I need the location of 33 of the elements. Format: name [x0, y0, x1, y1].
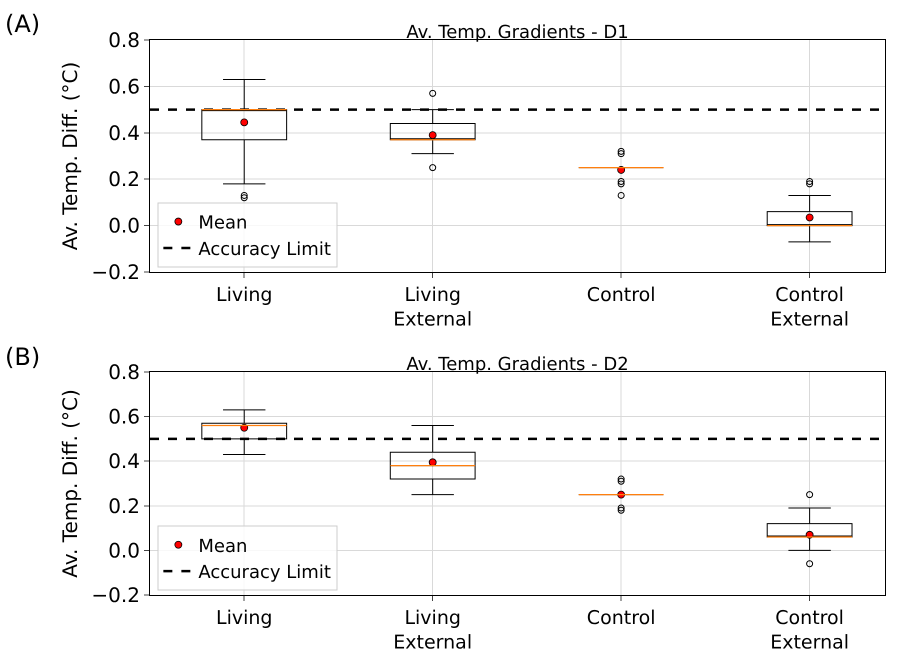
y-tick-label: 0.2 — [108, 167, 140, 192]
x-tick-label: Control — [586, 284, 656, 306]
x-tick-label: Control External — [770, 284, 850, 330]
y-tick-label: −0.2 — [91, 260, 140, 284]
legend-label: Accuracy Limit — [198, 238, 331, 260]
x-tick-label: Living — [216, 284, 272, 306]
legend-label: Mean — [198, 536, 248, 557]
chart-title: Av. Temp. Gradients - D1 — [406, 22, 629, 43]
y-axis-title: Av. Temp. Diff. (°C) — [58, 389, 82, 578]
y-tick-label: 0.6 — [108, 404, 140, 429]
x-tick-label: Control External — [770, 606, 850, 654]
y-tick-label: 0.0 — [108, 538, 140, 562]
y-axis-title: Av. Temp. Diff. (°C) — [58, 62, 82, 250]
point — [428, 131, 437, 140]
y-tick-label: 0.2 — [108, 494, 140, 518]
text: (B) — [5, 343, 40, 371]
y-tick-label: 0.8 — [108, 28, 140, 52]
chart-title: Av. Temp. Gradients - D2 — [406, 354, 629, 375]
y-tick-label: 0.4 — [108, 120, 140, 145]
legend-label: Accuracy Limit — [198, 562, 331, 584]
text: (A) — [5, 10, 40, 38]
x-tick-label: Control — [586, 606, 656, 629]
y-tick-label: −0.2 — [91, 583, 140, 607]
x-tick-label: Living — [216, 606, 272, 629]
point — [806, 214, 814, 222]
x-tick-label: Living External — [393, 606, 472, 654]
y-tick-label: 0.8 — [108, 360, 140, 384]
y-tick-label: 0.4 — [108, 449, 140, 474]
legend-label: Mean — [198, 212, 248, 234]
y-tick-label: 0.0 — [108, 214, 140, 238]
y-tick-label: 0.6 — [108, 74, 140, 98]
point — [240, 118, 248, 126]
x-tick-label: Living External — [393, 284, 472, 330]
